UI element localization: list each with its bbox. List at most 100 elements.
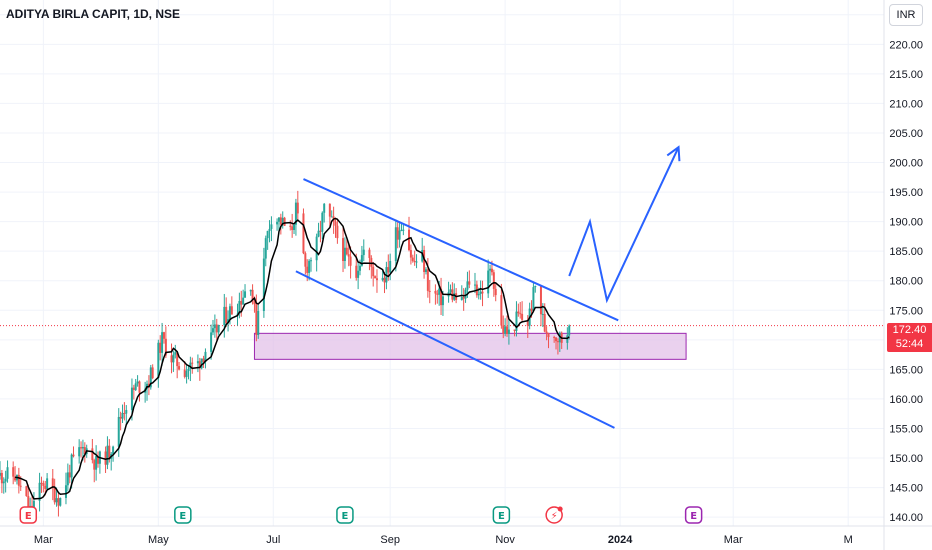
price-tick-label: 150.00	[889, 453, 923, 465]
support-zone	[253, 332, 687, 360]
candle-body	[362, 249, 365, 256]
earnings-icon-box	[19, 506, 38, 524]
event-label: E	[690, 511, 697, 522]
candle-body	[38, 482, 41, 501]
candle-body	[342, 238, 345, 261]
time-tick-label: 2024	[608, 534, 633, 546]
candle-body	[558, 332, 561, 343]
candle-body	[534, 285, 537, 288]
price-tick-label: 155.00	[889, 423, 923, 435]
candle-body	[490, 268, 493, 273]
candle-body	[264, 238, 267, 259]
candle-body	[225, 306, 228, 323]
candle-body	[464, 289, 467, 299]
price-tick-label: 175.00	[889, 305, 923, 317]
candle-body	[413, 260, 416, 262]
earnings-event-icon[interactable]: E	[336, 506, 354, 524]
candle-body	[211, 328, 214, 333]
candle-body	[134, 383, 137, 390]
earnings-icon-box	[492, 506, 511, 524]
candle-body	[462, 297, 465, 299]
candle-body	[438, 288, 441, 295]
candle-body	[477, 293, 480, 296]
candle-body	[202, 358, 205, 363]
drawings	[295, 145, 681, 429]
candle-body	[293, 224, 296, 231]
candle-body	[468, 281, 471, 285]
candle-body	[104, 451, 107, 465]
candle-body	[487, 270, 490, 294]
candle-body	[117, 416, 120, 447]
candle-body	[196, 361, 199, 364]
candle-body	[276, 221, 279, 225]
event-label: E	[498, 511, 505, 522]
candle-body	[436, 293, 439, 295]
earnings-event-icon[interactable]: E	[684, 506, 703, 524]
time-tick-label: May	[148, 534, 169, 546]
price-tick-label: 195.00	[889, 187, 923, 199]
candle-body	[149, 367, 152, 388]
candle-body	[543, 313, 546, 332]
price-tick-label: 210.00	[889, 98, 923, 110]
candle-body	[426, 269, 429, 291]
candle-body	[396, 227, 399, 240]
candle-body	[415, 261, 418, 263]
time-tick-label: Sep	[380, 534, 400, 546]
candle-body	[27, 495, 30, 509]
event-label: E	[179, 511, 186, 522]
candle-body	[359, 265, 362, 271]
candle-body	[72, 454, 75, 457]
candle-body	[296, 202, 299, 214]
candle-body	[217, 325, 220, 333]
currency-button[interactable]: INR	[889, 4, 923, 26]
earnings-event-icon[interactable]: E	[174, 506, 192, 524]
candle-body	[507, 329, 510, 335]
candle-body	[19, 485, 22, 487]
split-event-icon[interactable]: ⚡	[545, 506, 563, 524]
candle-body	[83, 447, 86, 455]
projection-path	[568, 146, 680, 304]
candle-body	[164, 338, 167, 356]
candle-body	[317, 230, 320, 237]
candle-body	[12, 467, 15, 477]
earnings-icon-box	[684, 506, 703, 524]
candle-body	[383, 277, 386, 283]
candle-body	[244, 291, 247, 298]
candle-body	[185, 371, 188, 377]
candle-body	[189, 362, 192, 369]
candle-body	[323, 203, 326, 213]
candle-body	[125, 410, 128, 414]
moving-average-line	[14, 217, 570, 500]
symbol-title: ADITYA BIRLA CAPIT, 1D, NSE	[6, 7, 181, 21]
candle-body	[517, 311, 520, 314]
time-tick-label: Mar	[34, 534, 53, 546]
candle-body	[253, 299, 256, 305]
candle-body	[2, 481, 5, 484]
candle-body	[294, 202, 297, 225]
candle-body	[460, 297, 463, 300]
candle-body	[449, 289, 452, 293]
candle-body	[80, 447, 83, 449]
candle-body	[530, 308, 533, 311]
candle-body	[521, 313, 524, 320]
time-tick-label: Nov	[495, 534, 515, 546]
candle-body	[408, 229, 411, 251]
candle-body	[400, 229, 403, 231]
candle-body	[178, 366, 181, 370]
candle-body	[481, 291, 484, 294]
candle-body	[238, 300, 241, 314]
price-tick-label: 180.00	[889, 276, 923, 288]
candle-body	[25, 486, 28, 496]
candle-body	[97, 456, 100, 464]
earnings-event-icon[interactable]: E	[19, 506, 38, 524]
candle-body	[51, 478, 54, 489]
candle-body	[355, 265, 358, 278]
candle-body	[473, 284, 476, 286]
candle-body	[466, 281, 469, 290]
candle-body	[357, 270, 360, 278]
candle-body	[191, 362, 194, 364]
earnings-event-icon[interactable]: E	[492, 506, 511, 524]
candle-body	[423, 250, 426, 273]
candle-body	[93, 460, 96, 470]
